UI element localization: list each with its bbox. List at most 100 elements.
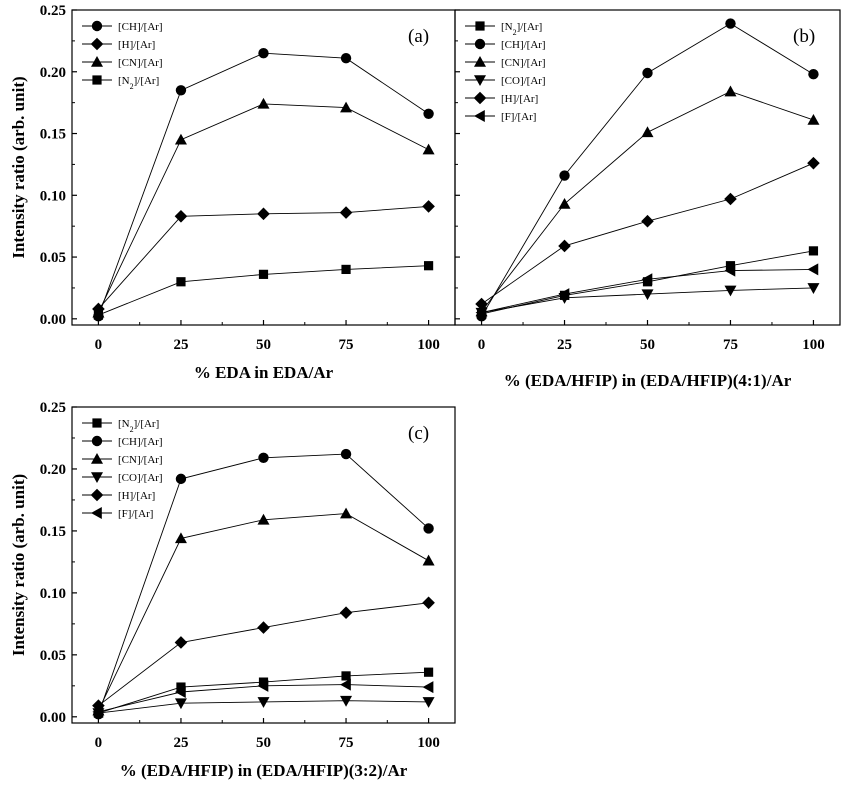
data-point [174,698,187,710]
data-point [808,246,819,256]
data-point [807,156,820,170]
legend-marker [90,488,104,502]
data-point [340,52,352,64]
data-point [174,133,187,145]
data-point [558,197,571,209]
x-tick-label: 75 [339,735,354,751]
data-point [257,513,270,525]
data-point [174,636,188,649]
data-point [641,126,654,138]
y-tick-label: 0.15 [40,127,66,143]
chart-panel-a: 0 25 50 75 100 0.00 0.05 0.10 0.15 0.20 0.25 % EDA … [9,3,456,382]
data-point [807,263,819,276]
legend-marker [91,472,103,483]
data-point [174,532,187,544]
data-point [258,269,269,279]
data-point [558,288,570,301]
data-point [641,214,654,228]
data-point [724,192,737,206]
data-point [422,554,435,566]
legend-entry: [CN]/[Ar] [118,454,163,466]
x-tick-label: 0 [95,337,103,353]
data-point [724,85,737,97]
legend-entry: [H]/[Ar] [118,39,155,51]
legend-marker [91,20,103,32]
data-point [808,69,819,80]
data-point [725,261,736,271]
data-point [422,143,435,155]
chart-panel-c: 0 25 50 75 100 0.00 0.05 0.10 0.15 0.20 0.25 % (EDA… [9,400,456,780]
data-point [340,448,352,460]
data-point [422,200,435,213]
x-tick-label: 100 [417,337,440,353]
legend-entry: [F]/[Ar] [118,508,153,520]
data-point [423,667,434,677]
data-point [725,18,736,29]
legend-marker [473,91,487,105]
data-point [175,473,187,485]
x-axis-title: % (EDA/HFIP) in (EDA/HFIP)(3:2)/Ar [120,761,408,780]
y-axis-title: Intensity ratio (arb. unit) [9,474,28,656]
series-line [98,205,429,310]
legend-marker [91,56,103,67]
series-line [98,602,429,707]
data-point [174,686,186,699]
legend-marker [91,507,102,519]
legend-marker [90,37,104,51]
legend-marker [92,75,102,85]
y-tick-label: 0.20 [40,65,66,81]
data-point [175,85,187,96]
y-tick-label: 0.10 [40,188,66,204]
data-point [339,206,353,219]
y-tick-label: 0.15 [40,524,66,540]
data-point [340,695,353,707]
legend-entry: [N2]/[Ar] [118,75,159,91]
legend-entry: [H]/[Ar] [501,93,538,105]
x-tick-label: 100 [417,735,440,751]
panel-label: (c) [408,423,429,444]
legend-entry: [CN]/[Ar] [118,57,163,69]
data-point [422,681,434,694]
y-tick-label: 0.20 [40,462,66,478]
data-point [258,48,269,59]
y-tick-label: 0.00 [40,312,66,328]
x-tick-label: 50 [640,337,655,353]
legend-entry: [CO]/[Ar] [118,472,163,484]
x-tick-label: 75 [339,337,354,353]
data-point [475,306,487,319]
legend-entry: [CN]/[Ar] [501,57,546,69]
data-point [258,452,269,464]
data-point [257,679,269,692]
panel-label: (b) [793,26,815,47]
data-point [559,170,570,181]
legend-entry: [N2]/[Ar] [118,418,159,434]
legend-entry: [H]/[Ar] [118,490,155,502]
legend-marker [92,418,102,428]
x-tick-label: 0 [95,735,103,751]
x-tick-label: 25 [173,337,188,353]
y-axis-title: Intensity ratio (arb. unit) [9,76,28,258]
data-point [257,207,270,221]
x-tick-label: 75 [723,337,738,353]
chart-panel-b: 0 25 50 75 100 % (EDA/HFIP) in (EDA/HFIP)(4:1… [454,9,841,390]
data-point [340,507,353,519]
x-tick-label: 50 [256,735,271,751]
legend-entry: [CO]/[Ar] [501,75,546,87]
legend-marker [474,110,485,122]
x-tick-label: 0 [478,337,486,353]
data-point [724,285,737,297]
legend-marker [91,435,103,447]
legend-entry: [F]/[Ar] [501,111,536,123]
legend-entry: [CH]/[Ar] [501,39,546,51]
data-point [257,697,270,708]
data-point [423,261,434,271]
data-point [807,113,820,125]
data-point [641,289,654,301]
y-tick-label: 0.05 [40,250,66,266]
data-point [340,101,353,113]
data-point [807,283,820,294]
x-axis-title: % (EDA/HFIP) in (EDA/HFIP)(4:1)/Ar [504,371,792,390]
data-point [422,697,435,708]
data-point [423,523,434,534]
